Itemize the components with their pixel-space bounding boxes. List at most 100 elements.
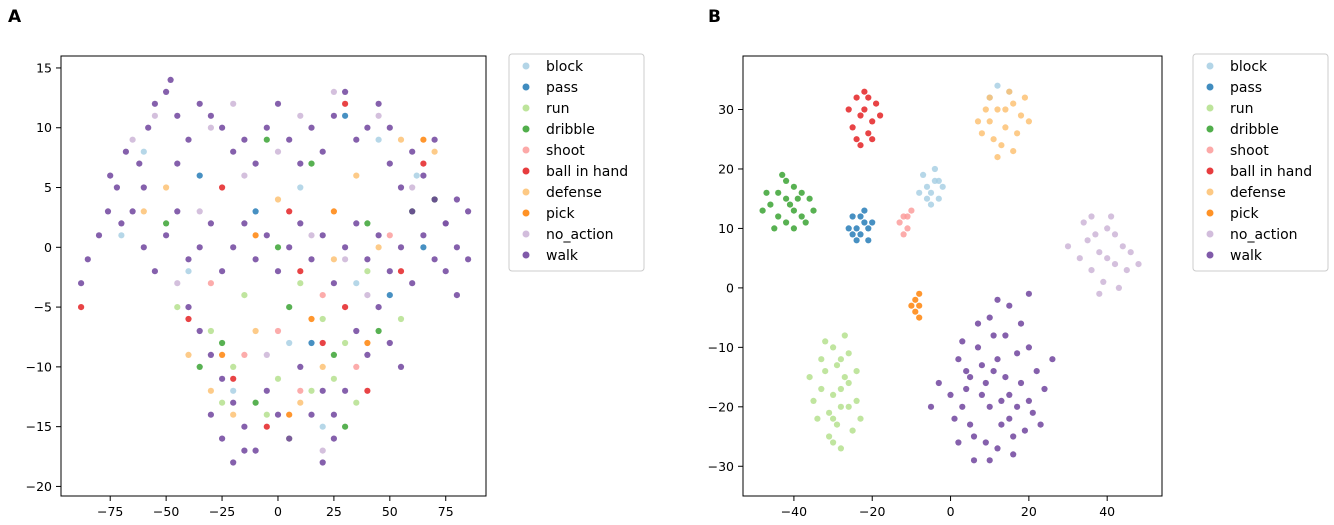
- point-run: [830, 391, 837, 398]
- point-walk: [375, 304, 382, 311]
- point-walk: [397, 244, 405, 251]
- point-defense: [274, 196, 282, 203]
- point-no-action: [1088, 213, 1095, 220]
- point-walk: [163, 232, 170, 239]
- point-walk: [1025, 290, 1032, 297]
- point-walk: [308, 124, 315, 131]
- point-no-action: [1135, 261, 1142, 268]
- point-walk: [230, 244, 237, 251]
- point-ball-in-hand: [869, 118, 876, 125]
- point-walk: [330, 435, 337, 442]
- point-ball-in-hand: [877, 112, 884, 119]
- point-pass: [849, 213, 856, 220]
- point-pass: [861, 219, 868, 226]
- point-run: [174, 304, 181, 311]
- point-defense: [207, 387, 214, 394]
- point-walk: [963, 385, 970, 393]
- point-ball-in-hand: [319, 339, 326, 347]
- point-block: [140, 148, 147, 155]
- point-walk: [959, 338, 966, 345]
- legend-label-pass: pass: [1230, 80, 1262, 96]
- point-run: [330, 375, 337, 382]
- point-defense: [375, 244, 382, 251]
- point-walk: [167, 76, 174, 83]
- point-walk: [174, 112, 181, 119]
- point-walk: [1017, 320, 1025, 327]
- point-walk: [990, 332, 997, 339]
- point-walk: [241, 220, 248, 227]
- x-tick-label-a: 50: [382, 504, 398, 519]
- y-tick-label-b: −10: [708, 340, 734, 355]
- point-run: [845, 350, 852, 357]
- point-ball-in-hand: [853, 136, 860, 143]
- point-dribble: [330, 351, 337, 358]
- point-defense: [1002, 106, 1009, 113]
- point-walk: [286, 136, 293, 143]
- point-walk: [118, 220, 125, 227]
- point-run: [826, 433, 833, 440]
- point-pass: [861, 207, 868, 214]
- legend-marker-shoot: [1206, 146, 1214, 154]
- y-tick-label-b: 20: [718, 161, 734, 176]
- point-run: [837, 356, 845, 363]
- point-shoot: [904, 225, 911, 232]
- point-walk: [465, 208, 472, 215]
- point-defense: [1002, 124, 1009, 131]
- point-dribble: [786, 201, 794, 208]
- point-dribble: [375, 327, 382, 335]
- point-ball-in-hand: [230, 375, 237, 382]
- point-walk: [947, 391, 954, 398]
- point-dribble: [779, 171, 786, 178]
- point-ball-in-hand: [78, 304, 85, 311]
- point-defense: [1006, 88, 1013, 95]
- scatter-points-a: [78, 76, 472, 466]
- point-pass: [869, 219, 876, 226]
- legend-label-defense: defense: [546, 185, 602, 201]
- point-run: [833, 421, 841, 428]
- legend-marker-block: [522, 62, 530, 70]
- point-no-action: [151, 112, 158, 119]
- point-no-action: [207, 124, 214, 131]
- y-tick-label-a: −10: [26, 359, 52, 374]
- point-walk: [1025, 397, 1032, 404]
- point-walk: [252, 447, 259, 454]
- legend-label-block: block: [1230, 59, 1268, 75]
- legend-marker-ball-in-hand: [522, 167, 530, 175]
- point-block: [935, 195, 942, 202]
- point-walk: [465, 256, 472, 263]
- point-dribble: [798, 189, 805, 196]
- legend-label-run: run: [1230, 101, 1254, 117]
- legend-marker-pick: [522, 209, 530, 217]
- point-defense: [319, 363, 326, 370]
- legend-label-block: block: [546, 59, 584, 75]
- point-pass: [865, 225, 872, 232]
- y-tick-label-a: −5: [34, 300, 52, 315]
- point-walk: [219, 124, 226, 131]
- point-block: [927, 201, 935, 208]
- point-walk: [207, 351, 214, 358]
- point-walk: [342, 244, 349, 251]
- point-run: [241, 292, 248, 299]
- point-run: [814, 415, 821, 422]
- point-defense: [1010, 148, 1017, 155]
- point-no-action: [297, 112, 304, 119]
- point-walk: [252, 256, 259, 263]
- legend-label-shoot: shoot: [546, 143, 585, 159]
- point-run: [319, 315, 326, 323]
- point-dribble: [810, 207, 817, 214]
- x-tick-label-a: 25: [326, 504, 342, 519]
- point-pass: [252, 208, 259, 215]
- point-no-action: [319, 447, 326, 454]
- point-defense: [163, 184, 170, 191]
- point-walk: [219, 268, 226, 275]
- point-walk: [241, 136, 248, 143]
- point-run: [857, 415, 864, 422]
- point-no-action: [1127, 249, 1134, 256]
- point-dribble: [219, 339, 226, 347]
- point-ball-in-hand: [857, 112, 864, 119]
- scatter-points-b: [759, 82, 1142, 464]
- point-block: [286, 339, 293, 347]
- point-walk: [353, 220, 360, 227]
- point-defense: [998, 142, 1005, 149]
- point-walk: [104, 208, 112, 215]
